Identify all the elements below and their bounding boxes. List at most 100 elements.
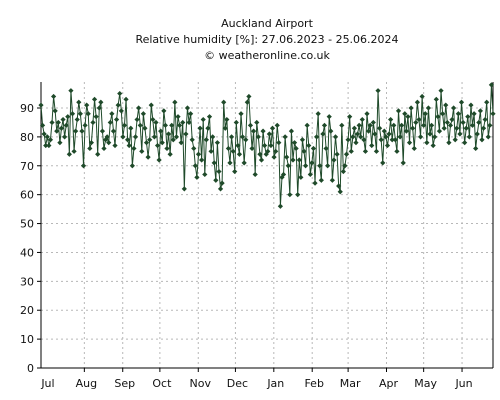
data-point xyxy=(268,142,274,149)
data-point xyxy=(282,134,288,140)
data-point xyxy=(458,99,465,105)
data-point xyxy=(243,137,249,143)
data-point xyxy=(336,183,342,189)
data-point xyxy=(457,131,463,137)
data-point xyxy=(332,134,339,140)
data-point xyxy=(232,168,238,175)
data-point xyxy=(238,111,244,117)
data-point xyxy=(132,134,139,140)
data-point xyxy=(380,160,386,166)
data-point xyxy=(428,122,435,128)
data-point xyxy=(277,203,283,209)
data-point xyxy=(452,137,458,143)
data-point xyxy=(435,114,441,120)
data-point xyxy=(323,145,329,152)
data-point xyxy=(188,111,194,117)
data-point xyxy=(52,108,58,114)
data-point xyxy=(178,140,184,146)
data-point xyxy=(66,151,72,157)
data-point xyxy=(473,145,479,152)
y-tick-label: 10 xyxy=(20,333,34,346)
data-point xyxy=(197,125,203,131)
data-point xyxy=(191,145,197,152)
data-point xyxy=(370,119,376,126)
data-point xyxy=(299,137,306,143)
data-point xyxy=(350,134,356,140)
data-point xyxy=(269,125,276,131)
data-point xyxy=(203,137,209,143)
y-tick-label: 40 xyxy=(20,246,34,259)
data-point xyxy=(221,99,227,105)
data-point xyxy=(265,148,271,154)
data-point xyxy=(120,134,126,140)
data-point xyxy=(353,140,359,146)
data-point xyxy=(440,111,446,117)
data-point xyxy=(142,125,148,131)
data-point xyxy=(417,134,424,140)
data-point xyxy=(230,148,236,154)
data-point xyxy=(466,134,472,140)
data-point xyxy=(148,102,154,108)
data-point xyxy=(202,171,208,178)
x-tick-label: May xyxy=(414,377,437,390)
data-point xyxy=(199,157,205,163)
data-point xyxy=(416,116,422,123)
data-point xyxy=(465,114,471,120)
data-point xyxy=(287,192,293,198)
data-point xyxy=(422,111,428,117)
data-point xyxy=(90,119,96,126)
data-point xyxy=(474,131,480,137)
data-point xyxy=(328,128,334,134)
data-point xyxy=(162,122,169,128)
data-point xyxy=(115,102,121,108)
data-point xyxy=(99,128,106,134)
data-point xyxy=(421,122,427,128)
data-point xyxy=(400,160,406,166)
chart-credit: © weatheronline.co.uk xyxy=(204,49,330,62)
data-point xyxy=(43,142,49,149)
chart-title-block: Auckland Airport Relative humidity [%]: … xyxy=(0,16,500,64)
data-point xyxy=(131,145,137,152)
data-point xyxy=(82,122,88,128)
data-point xyxy=(317,163,323,169)
y-tick-label: 60 xyxy=(20,189,34,202)
y-tick-label: 0 xyxy=(27,362,34,375)
data-point xyxy=(247,122,254,128)
data-point xyxy=(164,145,170,152)
data-point xyxy=(93,114,99,120)
data-point xyxy=(101,145,107,152)
data-point xyxy=(334,151,340,157)
data-point xyxy=(262,142,268,149)
data-point xyxy=(121,122,128,128)
data-point xyxy=(403,128,409,134)
data-point xyxy=(65,114,71,120)
data-point xyxy=(399,122,405,128)
data-point xyxy=(321,122,328,128)
data-point xyxy=(145,154,151,160)
data-point xyxy=(73,128,79,134)
data-point xyxy=(485,134,491,140)
data-point xyxy=(150,116,156,123)
data-point xyxy=(476,119,482,126)
data-point xyxy=(441,125,447,131)
data-point xyxy=(183,131,189,137)
data-point xyxy=(482,116,488,123)
data-point xyxy=(432,134,438,140)
data-point xyxy=(347,114,353,120)
data-point xyxy=(358,134,364,140)
data-point xyxy=(298,174,304,180)
data-point xyxy=(71,148,77,154)
data-point xyxy=(147,137,153,143)
data-point xyxy=(433,96,439,102)
data-point xyxy=(315,111,321,117)
x-tick-label: Apr xyxy=(379,377,399,390)
data-point xyxy=(329,177,335,183)
data-point xyxy=(167,151,173,157)
data-point xyxy=(68,88,74,94)
data-point xyxy=(389,137,395,143)
data-point xyxy=(309,160,315,166)
data-point xyxy=(274,122,280,128)
data-point xyxy=(208,148,214,154)
data-point xyxy=(375,88,381,94)
data-point xyxy=(91,96,98,102)
